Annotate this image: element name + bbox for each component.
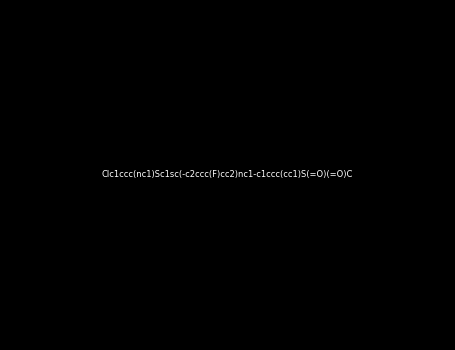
Text: Clc1ccc(nc1)Sc1sc(-c2ccc(F)cc2)nc1-c1ccc(cc1)S(=O)(=O)C: Clc1ccc(nc1)Sc1sc(-c2ccc(F)cc2)nc1-c1ccc… <box>102 170 353 180</box>
